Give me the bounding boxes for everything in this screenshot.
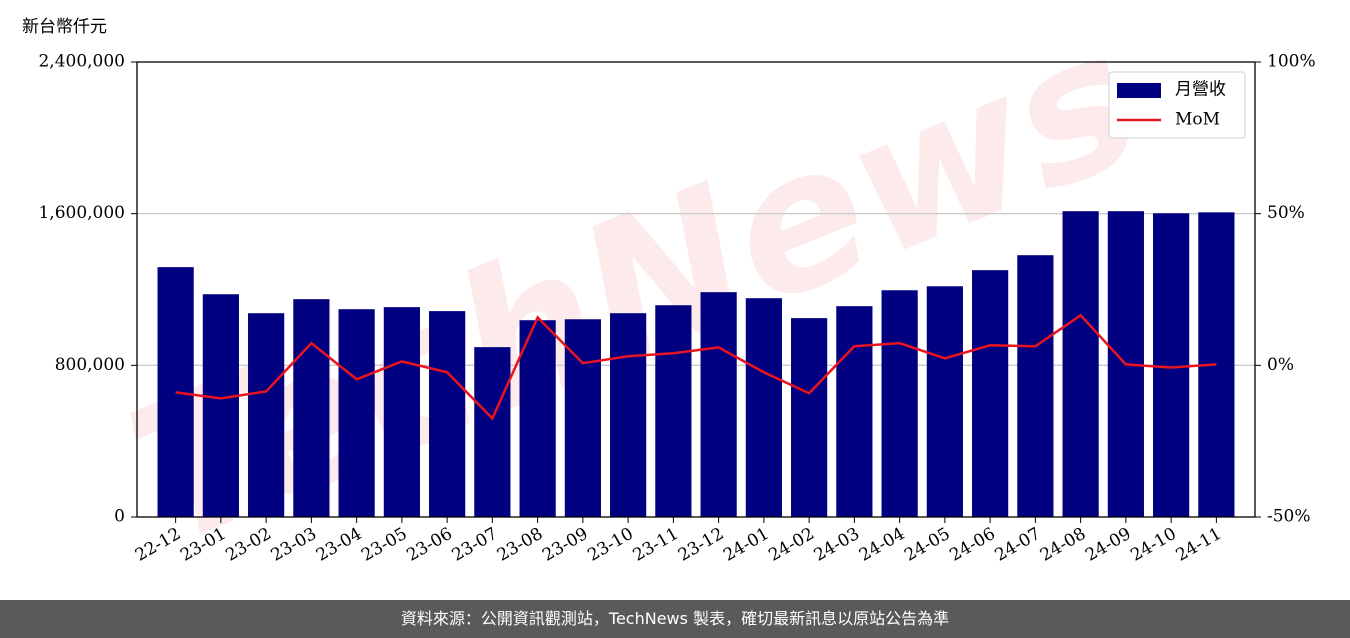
bar xyxy=(429,311,466,517)
x-tick-label: 23-05 xyxy=(358,524,410,566)
y-tick-label: 800,000 xyxy=(55,355,125,375)
bar xyxy=(157,267,194,517)
x-tick-label: 24-06 xyxy=(946,524,998,566)
bar xyxy=(926,286,963,517)
x-tick-label: 24-05 xyxy=(901,524,953,566)
x-tick-label: 24-11 xyxy=(1173,524,1225,566)
bar xyxy=(1153,213,1190,517)
bar xyxy=(202,294,239,517)
bar xyxy=(745,298,782,517)
bar xyxy=(700,292,737,517)
bar xyxy=(474,347,511,517)
bar xyxy=(1017,255,1054,517)
x-tick-label: 23-07 xyxy=(449,524,501,566)
bar xyxy=(338,309,375,517)
x-tick-label: 24-10 xyxy=(1127,524,1179,566)
x-tick-label: 23-06 xyxy=(403,524,455,566)
bar xyxy=(1062,211,1099,517)
x-tick-label: 23-12 xyxy=(675,524,727,566)
bar xyxy=(655,305,692,517)
x-tick-label: 23-08 xyxy=(494,524,546,566)
x-tick-label: 24-02 xyxy=(765,524,817,566)
bar xyxy=(383,307,420,517)
bar xyxy=(248,313,285,517)
footer: 資料來源：公開資訊觀測站，TechNews 製表，確切最新訊息以原站公告為準 xyxy=(0,600,1350,638)
y2-tick-label: -50% xyxy=(1267,507,1311,527)
bar xyxy=(293,299,330,517)
legend-label: MoM xyxy=(1175,110,1220,130)
bar xyxy=(881,290,918,517)
legend-label: 月營收 xyxy=(1175,80,1226,100)
line xyxy=(175,313,1217,421)
bar xyxy=(519,320,556,517)
x-tick-label: 23-09 xyxy=(539,524,591,566)
y-tick-label: 2,400,000 xyxy=(38,52,125,72)
x-tick-label: 24-09 xyxy=(1082,524,1134,566)
y2-tick-label: 50% xyxy=(1267,203,1305,223)
y-tick-label: 0 xyxy=(114,507,125,527)
x-tick-label: 23-10 xyxy=(584,524,636,566)
bar xyxy=(836,306,873,517)
x-tick-label: 24-04 xyxy=(856,524,908,566)
bar xyxy=(791,318,828,517)
y-axis-label: 新台幣仟元 xyxy=(22,17,107,37)
x-tick-label: 24-01 xyxy=(720,524,772,566)
y2-tick-label: 0% xyxy=(1267,355,1294,375)
bar xyxy=(972,270,1009,517)
x-tick-label: 24-03 xyxy=(811,524,863,566)
y-tick-label: 1,600,000 xyxy=(38,203,125,223)
x-tick-label: 24-07 xyxy=(992,524,1044,566)
x-tick-label: 24-08 xyxy=(1037,524,1089,566)
x-tick-label: 23-11 xyxy=(630,524,682,566)
plot-frame xyxy=(136,61,1256,518)
legend-swatch xyxy=(1117,83,1161,98)
chart: 新台幣仟元 TechNews0800,0001,600,0002,400,000… xyxy=(22,0,1316,588)
bar xyxy=(610,313,647,517)
y2-tick-label: 100% xyxy=(1267,52,1316,72)
